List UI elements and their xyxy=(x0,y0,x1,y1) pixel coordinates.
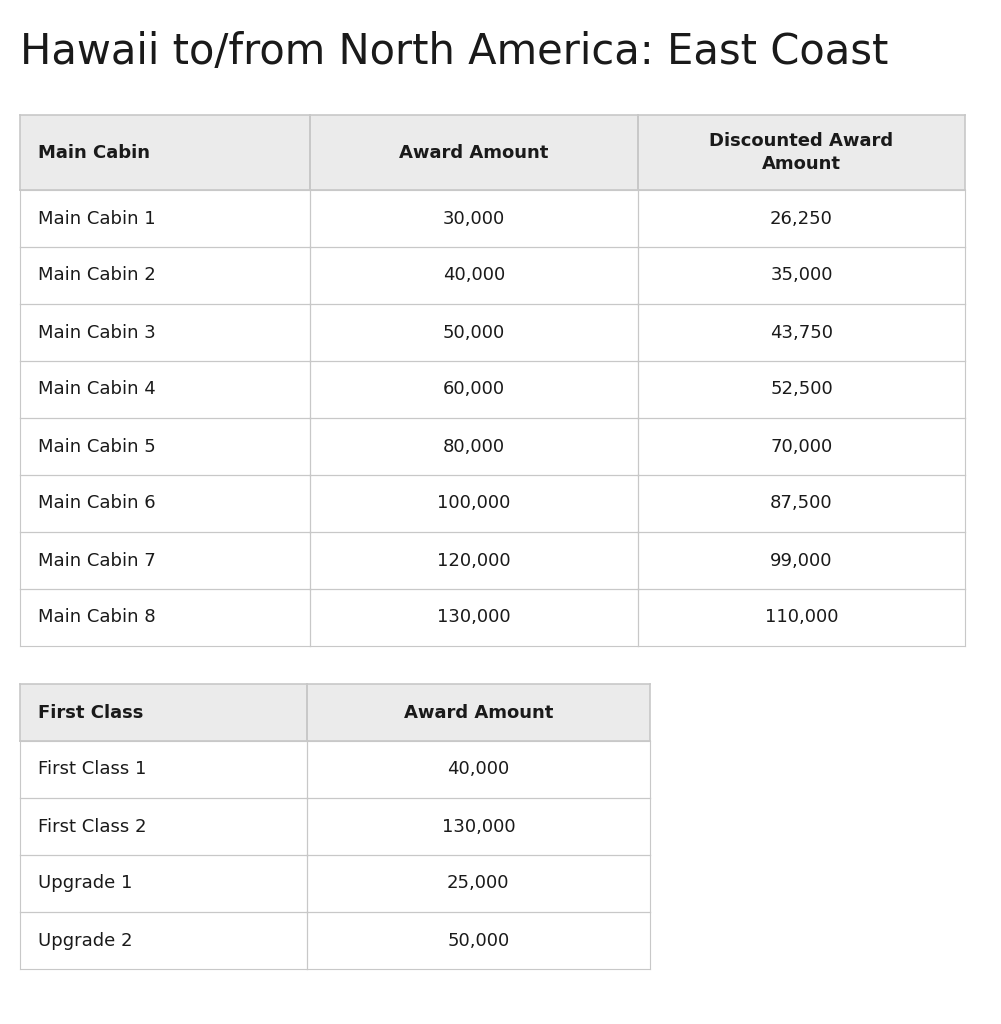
Text: 40,000: 40,000 xyxy=(447,761,510,778)
Text: Main Cabin 2: Main Cabin 2 xyxy=(38,266,156,285)
Bar xyxy=(306,798,650,855)
Text: 35,000: 35,000 xyxy=(770,266,833,285)
Bar xyxy=(20,115,310,190)
Bar xyxy=(20,304,310,361)
Bar xyxy=(638,304,965,361)
Bar xyxy=(310,361,638,418)
Text: 110,000: 110,000 xyxy=(765,608,838,627)
Bar xyxy=(306,912,650,969)
Bar xyxy=(306,741,650,798)
Bar xyxy=(20,418,310,475)
Text: 87,500: 87,500 xyxy=(770,495,833,512)
Bar xyxy=(20,798,306,855)
Text: 130,000: 130,000 xyxy=(437,608,511,627)
Text: 50,000: 50,000 xyxy=(443,324,506,341)
Bar xyxy=(638,589,965,646)
Text: Award Amount: Award Amount xyxy=(403,703,553,722)
Text: 120,000: 120,000 xyxy=(437,552,511,569)
Bar xyxy=(20,532,310,589)
Bar xyxy=(306,684,650,741)
Text: First Class: First Class xyxy=(38,703,143,722)
Text: 25,000: 25,000 xyxy=(447,874,510,893)
Bar xyxy=(20,589,310,646)
Bar xyxy=(638,247,965,304)
Bar xyxy=(310,418,638,475)
Bar xyxy=(20,475,310,532)
Bar xyxy=(20,741,306,798)
Text: First Class 1: First Class 1 xyxy=(38,761,146,778)
Bar xyxy=(20,912,306,969)
Text: 50,000: 50,000 xyxy=(447,932,510,949)
Text: Upgrade 2: Upgrade 2 xyxy=(38,932,132,949)
Bar xyxy=(638,475,965,532)
Text: Discounted Award
Amount: Discounted Award Amount xyxy=(710,132,894,173)
Text: 40,000: 40,000 xyxy=(443,266,506,285)
Text: 30,000: 30,000 xyxy=(443,210,506,227)
Text: Main Cabin 7: Main Cabin 7 xyxy=(38,552,156,569)
Bar xyxy=(638,361,965,418)
Text: Main Cabin 3: Main Cabin 3 xyxy=(38,324,156,341)
Bar xyxy=(310,532,638,589)
Bar xyxy=(306,855,650,912)
Bar xyxy=(20,361,310,418)
Text: 99,000: 99,000 xyxy=(770,552,833,569)
Bar xyxy=(310,115,638,190)
Text: 26,250: 26,250 xyxy=(770,210,833,227)
Text: Main Cabin 6: Main Cabin 6 xyxy=(38,495,155,512)
Text: Award Amount: Award Amount xyxy=(399,143,549,162)
Text: 100,000: 100,000 xyxy=(437,495,511,512)
Text: Upgrade 1: Upgrade 1 xyxy=(38,874,132,893)
Text: First Class 2: First Class 2 xyxy=(38,817,146,836)
Text: 130,000: 130,000 xyxy=(441,817,516,836)
Bar xyxy=(20,684,306,741)
Bar xyxy=(20,855,306,912)
Text: Main Cabin 1: Main Cabin 1 xyxy=(38,210,155,227)
Text: 60,000: 60,000 xyxy=(443,381,506,398)
Bar xyxy=(638,190,965,247)
Bar xyxy=(310,304,638,361)
Text: Main Cabin 4: Main Cabin 4 xyxy=(38,381,156,398)
Bar xyxy=(310,475,638,532)
Bar xyxy=(638,115,965,190)
Bar xyxy=(310,190,638,247)
Bar xyxy=(310,247,638,304)
Bar xyxy=(20,190,310,247)
Bar xyxy=(20,247,310,304)
Text: 52,500: 52,500 xyxy=(770,381,833,398)
Bar xyxy=(310,589,638,646)
Text: Main Cabin 5: Main Cabin 5 xyxy=(38,437,156,456)
Bar xyxy=(638,532,965,589)
Text: Hawaii to/from North America: East Coast: Hawaii to/from North America: East Coast xyxy=(20,31,888,73)
Text: 80,000: 80,000 xyxy=(443,437,506,456)
Bar xyxy=(638,418,965,475)
Text: Main Cabin 8: Main Cabin 8 xyxy=(38,608,155,627)
Text: 43,750: 43,750 xyxy=(770,324,833,341)
Text: 70,000: 70,000 xyxy=(771,437,833,456)
Text: Main Cabin: Main Cabin xyxy=(38,143,150,162)
